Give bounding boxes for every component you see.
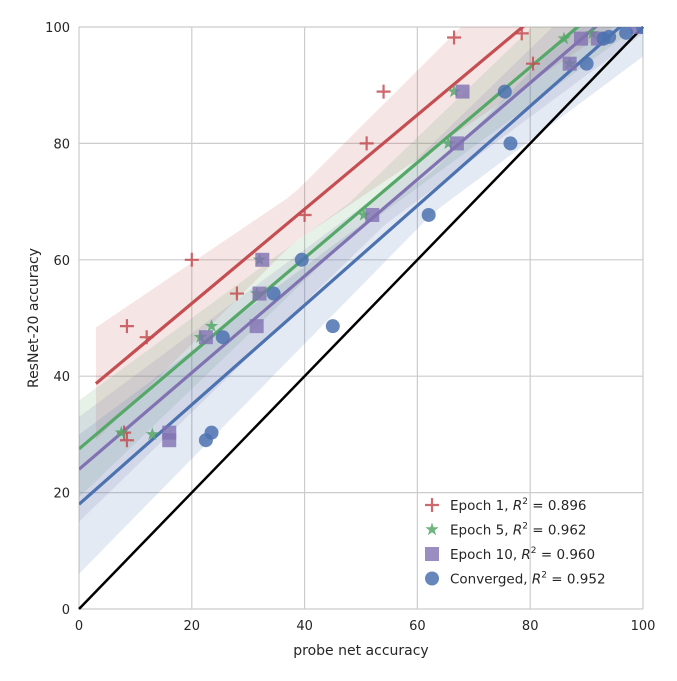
- legend-label-0: Epoch 1, R2 = 0.896: [450, 497, 587, 514]
- point-epoch-1: [376, 84, 391, 99]
- legend-marker-2: [425, 547, 439, 561]
- grid: [78, 26, 644, 610]
- point-converged: [215, 330, 230, 345]
- point-epoch-1: [514, 27, 529, 41]
- point-epoch-5: [204, 319, 219, 332]
- legend-label-2: Epoch 10, R2 = 0.960: [450, 546, 595, 563]
- point-converged: [602, 29, 617, 44]
- point-converged: [325, 319, 340, 334]
- point-epoch-10: [630, 27, 643, 34]
- point-epoch-1: [526, 56, 541, 71]
- fit-line-2: [79, 27, 598, 471]
- legend-marker-3: [425, 571, 439, 586]
- point-converged: [619, 27, 634, 40]
- point-epoch-1: [447, 30, 462, 45]
- tick-labels: 0 20 40 60 80 100 0 20 40 60 80 100: [45, 21, 655, 634]
- point-epoch-1: [184, 252, 199, 267]
- point-epoch-1: [119, 319, 134, 334]
- point-epoch-1: [359, 136, 374, 151]
- y-tick-label: 60: [53, 254, 70, 269]
- confidence-bands: [79, 27, 643, 574]
- point-epoch-5: [145, 427, 159, 441]
- x-tick-label: 100: [631, 619, 656, 634]
- point-epoch-10: [255, 252, 270, 267]
- point-epoch-10: [449, 136, 464, 151]
- x-tick-label: 20: [184, 619, 201, 634]
- legend-marker-1: [425, 522, 439, 536]
- point-epoch-5: [447, 84, 461, 98]
- point-epoch-10: [562, 56, 577, 71]
- point-epoch-10: [249, 319, 264, 334]
- point-converged: [636, 27, 643, 34]
- point-epoch-10: [198, 330, 213, 345]
- point-converged: [204, 425, 219, 440]
- point-epoch-10: [365, 207, 380, 222]
- fit-line-0: [94, 27, 526, 385]
- legend-marker-0: [425, 498, 439, 512]
- x-tick-label: 80: [522, 619, 539, 634]
- point-epoch-10: [162, 433, 177, 448]
- point-converged: [503, 136, 518, 151]
- y-tick-label: 20: [53, 487, 70, 502]
- fit-line-1: [79, 27, 581, 451]
- y-tick-label: 40: [53, 370, 70, 385]
- point-converged: [266, 286, 281, 301]
- fit-lines: [79, 27, 623, 506]
- point-converged: [579, 56, 594, 71]
- point-epoch-10: [455, 84, 470, 99]
- point-epoch-10: [573, 31, 588, 46]
- y-tick-label: 80: [53, 137, 70, 152]
- point-epoch-1: [119, 433, 134, 448]
- x-axis-label: probe net accuracy: [293, 643, 428, 659]
- point-converged: [294, 252, 309, 267]
- point-converged: [421, 207, 436, 222]
- point-epoch-1: [297, 207, 312, 222]
- y-tick-label: 0: [62, 603, 70, 618]
- fit-line-3: [79, 27, 623, 506]
- point-epoch-5: [114, 425, 128, 439]
- legend-label-1: Epoch 5, R2 = 0.962: [450, 522, 587, 539]
- point-epoch-1: [139, 330, 154, 345]
- point-epoch-10: [252, 286, 267, 301]
- x-tick-label: 60: [409, 619, 426, 634]
- y-axis-label: ResNet-20 accuracy: [26, 248, 42, 388]
- x-tick-label: 40: [296, 619, 313, 634]
- identity-line: [78, 26, 644, 610]
- data-points: [114, 27, 643, 448]
- point-epoch-5: [557, 31, 571, 45]
- x-tick-label: 0: [75, 619, 83, 634]
- legend: Epoch 1, R2 = 0.896 Epoch 5, R2 = 0.962 Ep…: [425, 497, 606, 588]
- y-tick-label: 100: [45, 21, 70, 36]
- point-epoch-1: [229, 286, 244, 301]
- point-converged: [497, 84, 512, 99]
- confidence-band-3: [79, 27, 643, 574]
- point-epoch-5: [357, 208, 371, 221]
- point-epoch-5: [441, 136, 456, 150]
- legend-label-3: Converged, R2 = 0.952: [450, 571, 606, 588]
